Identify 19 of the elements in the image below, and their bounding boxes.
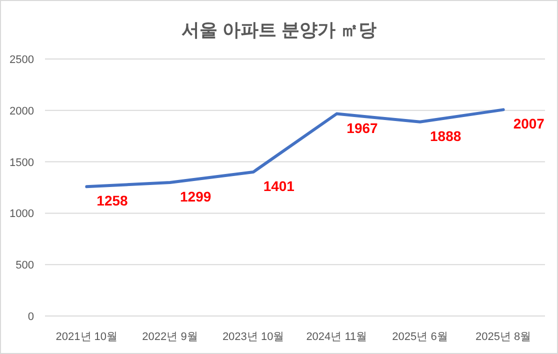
ytick: 500 bbox=[16, 260, 34, 272]
xtick: 2025년 6월 bbox=[392, 331, 448, 343]
ytick: 1500 bbox=[10, 156, 34, 169]
data-label: 1401 bbox=[263, 178, 294, 194]
ytick: 1000 bbox=[10, 208, 34, 220]
xtick: 2021년 10월 bbox=[56, 331, 118, 343]
data-label: 1888 bbox=[430, 128, 462, 144]
data-label: 1258 bbox=[96, 192, 128, 209]
ytick: 2000 bbox=[10, 105, 34, 118]
xtick: 2025년 8월 bbox=[476, 331, 532, 343]
data-label: 1299 bbox=[180, 188, 212, 204]
xtick: 2022년 9월 bbox=[142, 331, 198, 343]
ytick: 0 bbox=[28, 311, 34, 323]
data-label: 1967 bbox=[346, 120, 378, 136]
xtick: 2024년 11월 bbox=[306, 331, 368, 343]
data-label: 2007 bbox=[513, 116, 544, 132]
title: 서울 아파트 분양가 ㎡당 bbox=[182, 20, 376, 40]
xtick: 2023년 10월 bbox=[222, 331, 284, 343]
ytick: 2500 bbox=[10, 54, 34, 66]
